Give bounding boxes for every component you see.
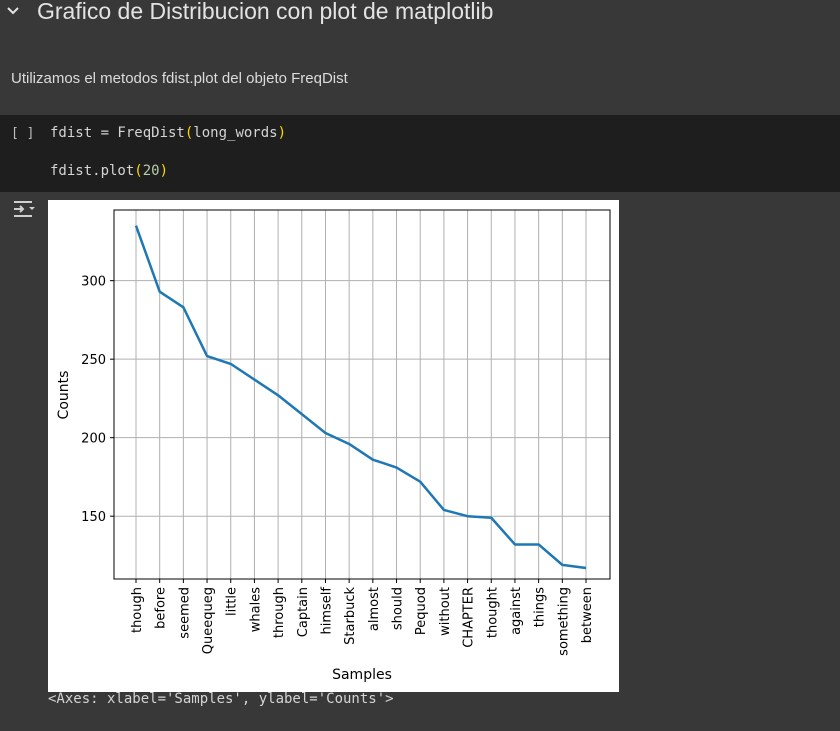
- x-tick-label: thought: [485, 587, 500, 638]
- axes-repr-output: <Axes: xlabel='Samples', ylabel='Counts'…: [48, 691, 394, 707]
- code-token: fdist.plot: [50, 163, 135, 179]
- section-title: Grafico de Distribucion con plot de matp…: [37, 0, 494, 24]
- x-tick-label: Pequod: [414, 587, 429, 635]
- output-toggle-icon[interactable]: [12, 199, 36, 219]
- y-tick-label: 200: [81, 432, 106, 447]
- markdown-text: Utilizamos el metodos fdist.plot del obj…: [11, 70, 348, 87]
- code-line-2[interactable]: fdist.plot(20): [50, 163, 168, 179]
- x-tick-label: almost: [367, 587, 382, 631]
- y-tick-label: 250: [81, 353, 106, 368]
- x-tick-label: Queequeg: [201, 587, 216, 654]
- x-tick-label: CHAPTER: [462, 587, 477, 648]
- code-paren: (: [184, 125, 194, 141]
- x-tick-label: should: [391, 587, 406, 630]
- section-header: Grafico de Distribucion con plot de matp…: [0, 0, 840, 38]
- code-token: fdist = FreqDist: [50, 125, 185, 141]
- code-paren: ): [159, 163, 169, 179]
- code-paren: ): [277, 125, 287, 141]
- run-cell-button[interactable]: [ ]: [11, 126, 35, 141]
- axes-frame: [113, 209, 611, 580]
- x-tick-label: though: [130, 587, 145, 633]
- x-tick-label: through: [272, 587, 287, 638]
- series-line: [134, 225, 587, 570]
- x-tick-label: himself: [319, 587, 334, 635]
- y-tick-label: 150: [81, 510, 106, 525]
- x-tick-label: seemed: [177, 587, 192, 639]
- x-tick-label: Captain: [296, 587, 311, 637]
- x-axis-label: Samples: [332, 667, 392, 683]
- x-tick-label: things: [533, 587, 548, 627]
- chevron-down-icon[interactable]: [4, 2, 22, 20]
- x-tick-label: something: [556, 587, 571, 656]
- plot-output: though before seemed Queequeg little whales th…: [48, 200, 619, 692]
- x-tick-label: Starbuck: [343, 587, 358, 645]
- x-tick-label: whales: [248, 587, 263, 632]
- y-axis-label: Counts: [56, 371, 72, 420]
- code-token: long_words: [193, 125, 278, 141]
- code-paren: (: [134, 163, 143, 179]
- y-tick-label: 300: [81, 275, 106, 290]
- x-tick-label: before: [154, 587, 169, 629]
- code-number: 20: [142, 163, 160, 179]
- x-tick-label: without: [438, 587, 453, 636]
- code-line-1[interactable]: fdist = FreqDist(long_words): [50, 125, 286, 141]
- code-cell[interactable]: [ ] fdist = FreqDist(long_words) fdist.p…: [0, 115, 840, 192]
- x-tick-label: between: [580, 587, 595, 643]
- x-tick-label: little: [225, 587, 240, 616]
- x-tick-label: against: [509, 587, 524, 635]
- freqdist-line-chart: though before seemed Queequeg little whales th…: [56, 209, 611, 683]
